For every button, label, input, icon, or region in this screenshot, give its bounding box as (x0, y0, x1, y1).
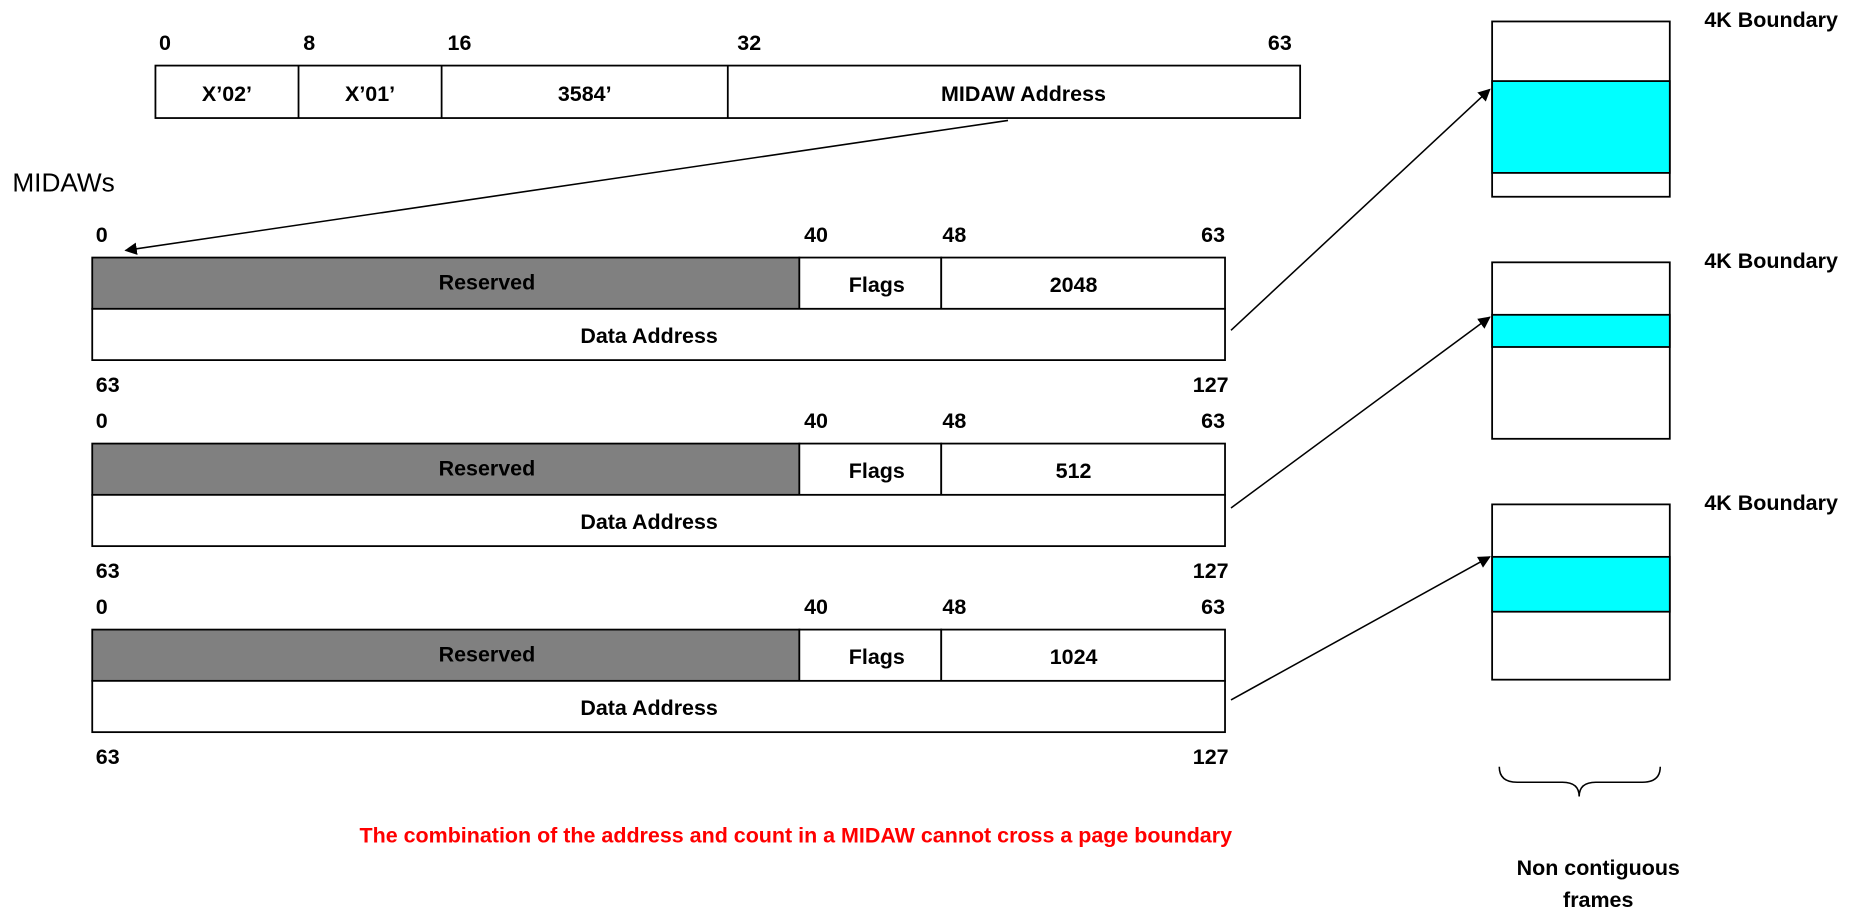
frame-used (1491, 80, 1671, 174)
field-label: 3584’ (558, 82, 612, 106)
bit-label: 63 (1201, 409, 1225, 433)
field-label: MIDAW Address (941, 82, 1106, 106)
bit-label: 48 (942, 223, 966, 247)
bit-label: 40 (804, 595, 828, 619)
arrow (1230, 88, 1491, 331)
count-label: 1024 (1050, 645, 1098, 669)
count-field (940, 442, 1226, 496)
reserved-label: Reserved (439, 270, 536, 294)
address-field (91, 679, 1226, 734)
reserved-field (91, 256, 801, 310)
bit-label: 40 (804, 223, 828, 247)
count-field (940, 628, 1226, 682)
reserved-label: Reserved (439, 642, 536, 666)
data-address-label: Data Address (580, 696, 718, 720)
boundary-label: 4K Boundary (1704, 8, 1838, 32)
count-label: 2048 (1050, 273, 1098, 297)
bit-label: 63 (1268, 31, 1292, 55)
bit-label: 127 (1193, 373, 1229, 397)
frame-used (1491, 313, 1671, 348)
reserved-field (91, 628, 801, 682)
bit-label: 63 (1201, 595, 1225, 619)
frame (1491, 261, 1671, 440)
bit-label: 127 (1193, 745, 1229, 769)
frames-caption: Non contiguous (1517, 856, 1680, 880)
reserved-label: Reserved (439, 456, 536, 480)
bit-label: 48 (942, 595, 966, 619)
boundary-label: 4K Boundary (1704, 491, 1838, 515)
flags-label: Flags (849, 459, 905, 483)
bit-label: 48 (942, 409, 966, 433)
bit-label: 0 (96, 223, 108, 247)
bit-label: 63 (96, 373, 120, 397)
field-label: X’02’ (202, 82, 252, 106)
data-address-label: Data Address (580, 324, 718, 348)
bit-label: 0 (159, 31, 171, 55)
bit-label: 0 (96, 595, 108, 619)
bit-label: 63 (96, 559, 120, 583)
bit-label: 8 (303, 31, 315, 55)
flags-label: Flags (849, 645, 905, 669)
boundary-label: 4K Boundary (1704, 249, 1838, 273)
flags-label: Flags (849, 273, 905, 297)
frames-caption: frames (1563, 888, 1633, 911)
arrow (124, 119, 1009, 255)
bit-label: 63 (1201, 223, 1225, 247)
midaws-label: MIDAWs (12, 168, 114, 198)
note: The combination of the address and count… (359, 824, 1232, 848)
count-label: 512 (1056, 459, 1092, 483)
flags-field (798, 256, 943, 310)
data-address-label: Data Address (580, 510, 718, 534)
bit-label: 63 (96, 745, 120, 769)
bit-label: 127 (1193, 559, 1229, 583)
address-field (91, 307, 1226, 362)
bit-label: 0 (96, 409, 108, 433)
bit-label: 16 (448, 31, 472, 55)
address-field (91, 493, 1226, 548)
frame-used (1491, 555, 1671, 613)
bit-label: 40 (804, 409, 828, 433)
bit-label: 32 (737, 31, 761, 55)
brace (1498, 766, 1662, 797)
arrow (1230, 556, 1491, 701)
field-label: X’01’ (345, 82, 395, 106)
arrow (1230, 316, 1491, 509)
